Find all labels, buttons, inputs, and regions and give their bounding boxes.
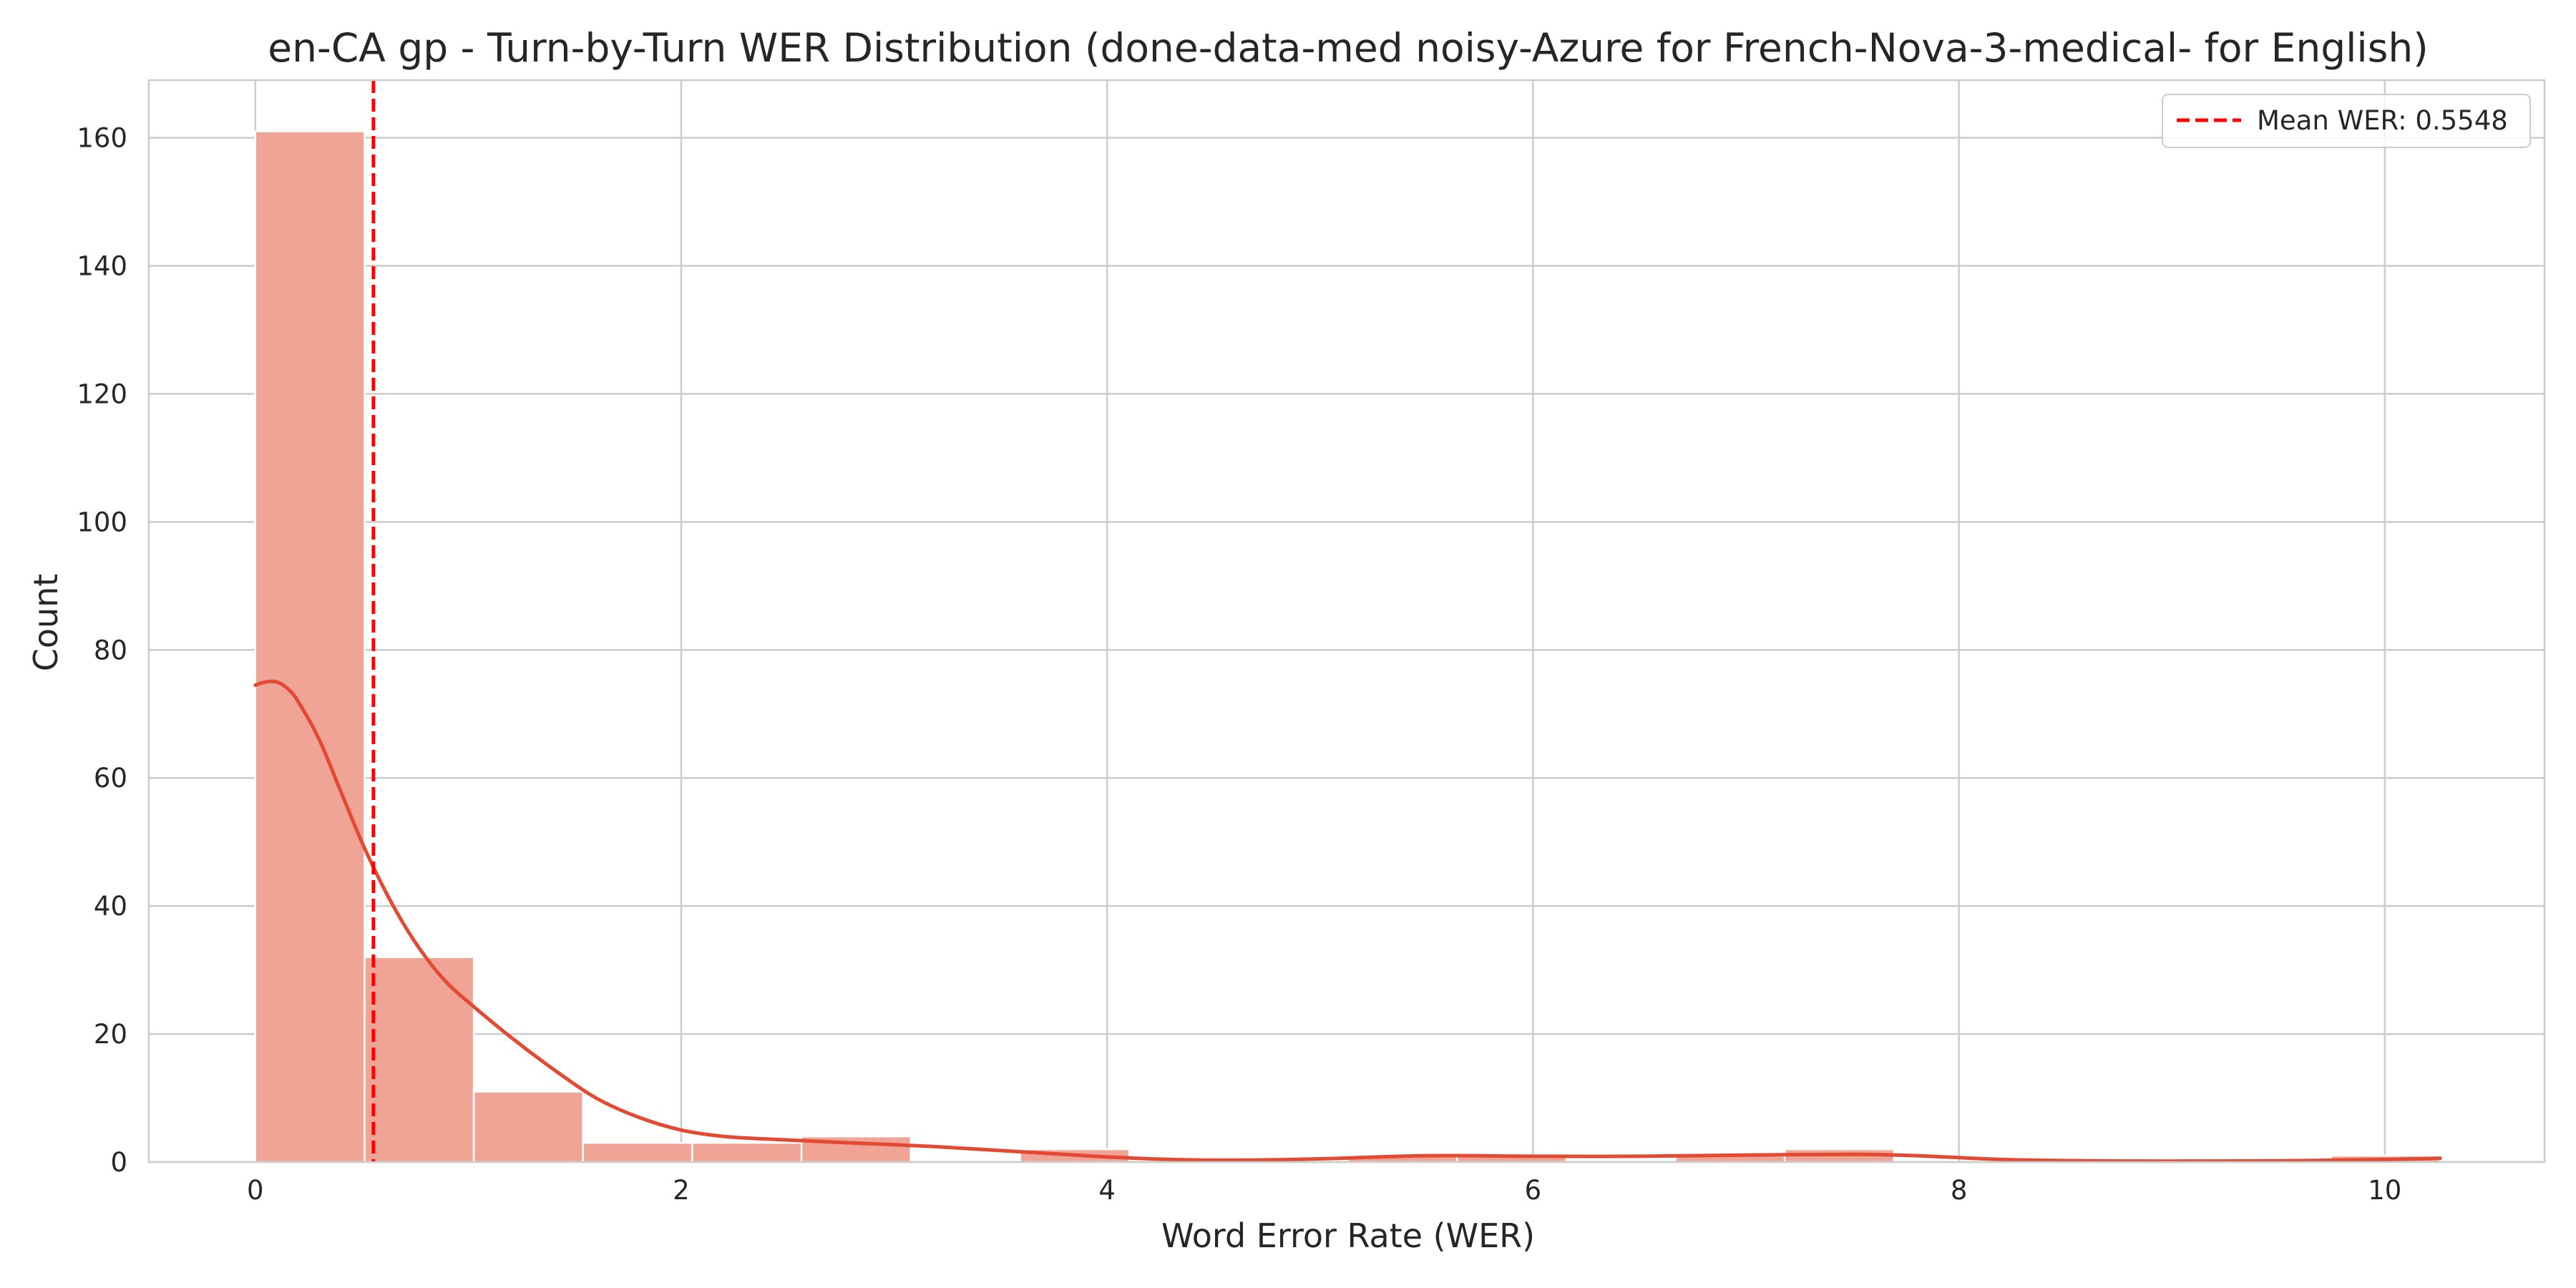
y-tick-label: 100	[77, 507, 127, 537]
histogram-bar	[582, 1141, 693, 1163]
y-tick-label: 80	[94, 635, 127, 665]
y-axis-label: Count	[26, 574, 65, 672]
grid-lines	[149, 80, 2545, 1163]
y-tick-label: 160	[77, 123, 127, 154]
histogram-bar	[472, 1091, 585, 1163]
histogram-bar	[364, 956, 475, 1163]
x-tick-label: 10	[2368, 1175, 2401, 1206]
histogram-bar	[691, 1141, 803, 1163]
legend-box	[2162, 94, 2531, 148]
y-tick-label: 20	[94, 1019, 127, 1050]
x-tick-label: 2	[673, 1175, 690, 1206]
x-tick-label: 0	[247, 1175, 264, 1206]
kde-curve-group	[253, 679, 2442, 1163]
y-tick-label: 0	[110, 1147, 127, 1178]
y-tick-label: 140	[77, 250, 127, 281]
y-tick-label: 120	[77, 379, 127, 409]
histogram-bars	[254, 130, 2441, 1163]
x-tick-label: 8	[1951, 1175, 1968, 1206]
x-tick-label: 6	[1525, 1175, 1542, 1206]
x-axis-label: Word Error Rate (WER)	[1161, 1216, 1535, 1255]
x-tick-label: 4	[1098, 1175, 1116, 1206]
plot-frame	[147, 79, 2546, 1163]
y-tick-label: 60	[94, 763, 127, 794]
legend: Mean WER: 0.5548	[2162, 94, 2531, 148]
chart-title: en-CA gp - Turn-by-Turn WER Distribution…	[268, 25, 2428, 71]
kde-curve	[253, 679, 2442, 1163]
y-tick-label: 40	[94, 891, 127, 922]
histogram-bar	[254, 130, 366, 1163]
plot-border	[147, 79, 2546, 1163]
legend-mean-wer-label: Mean WER: 0.5548	[2257, 105, 2508, 136]
